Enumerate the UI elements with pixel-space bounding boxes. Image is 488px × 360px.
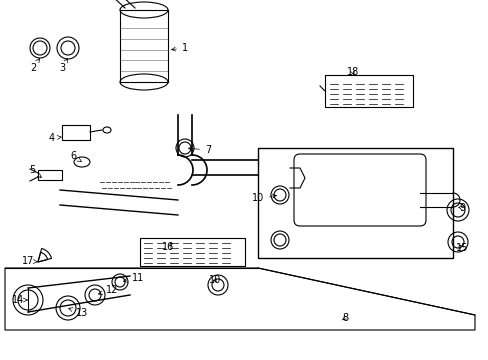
Bar bbox=[62, 125, 90, 140]
Text: 7: 7 bbox=[188, 145, 211, 155]
Text: 3: 3 bbox=[59, 59, 67, 73]
Text: 10: 10 bbox=[251, 193, 276, 203]
Text: 9: 9 bbox=[458, 203, 464, 213]
Text: 2: 2 bbox=[30, 59, 40, 73]
Bar bbox=[325, 75, 412, 107]
Bar bbox=[38, 170, 62, 180]
Text: 14: 14 bbox=[12, 295, 27, 305]
Text: 5: 5 bbox=[29, 165, 41, 177]
Text: 10: 10 bbox=[208, 275, 221, 285]
Bar bbox=[140, 238, 244, 266]
Text: 13: 13 bbox=[69, 308, 88, 318]
Text: 17: 17 bbox=[22, 256, 37, 266]
Bar bbox=[258, 148, 452, 258]
Text: 15: 15 bbox=[455, 243, 467, 253]
Text: 11: 11 bbox=[123, 273, 144, 283]
Text: 8: 8 bbox=[341, 313, 347, 323]
Text: 6: 6 bbox=[70, 151, 81, 162]
Text: 18: 18 bbox=[346, 67, 358, 77]
Text: 1: 1 bbox=[171, 43, 188, 53]
Text: 4: 4 bbox=[49, 133, 61, 143]
Text: 16: 16 bbox=[162, 242, 174, 252]
Text: 12: 12 bbox=[98, 285, 118, 295]
